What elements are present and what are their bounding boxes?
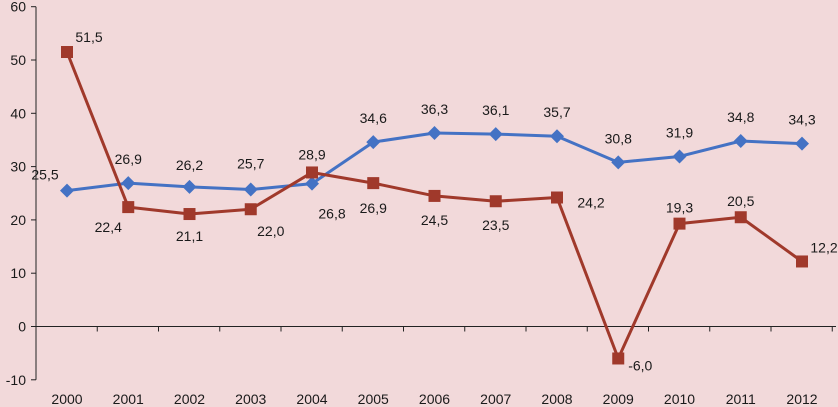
series-1-data-label: 31,9	[666, 124, 693, 140]
x-tick-label: 2010	[664, 391, 695, 407]
x-tick-label: 2007	[480, 391, 511, 407]
series-1-point	[121, 176, 136, 191]
series-2-point	[489, 195, 502, 208]
y-tick-label: 40	[10, 105, 26, 121]
series-1-point	[60, 183, 74, 198]
x-tick-label: 2005	[358, 391, 389, 407]
series-2-data-label: 20,5	[727, 193, 754, 209]
series-2-data-label: 22,4	[95, 219, 122, 235]
series-2-data-label: -6,0	[628, 357, 652, 373]
series-1-data-label: 35,7	[543, 104, 570, 120]
series-2-point	[244, 203, 257, 216]
series-1-data-label: 25,5	[31, 167, 58, 183]
series-1-data-label: 26,2	[176, 157, 203, 173]
series-2-point	[306, 166, 318, 179]
y-tick-label: 60	[10, 0, 26, 15]
series-2-point	[367, 177, 380, 190]
y-tick-label: 20	[10, 212, 26, 228]
series-2-data-label: 24,2	[577, 195, 604, 211]
x-tick-label: 2000	[51, 391, 82, 407]
series-1-data-label: 34,8	[727, 109, 754, 125]
y-tick-label: -10	[6, 372, 26, 388]
x-tick-label: 2006	[419, 391, 450, 407]
x-tick-label: 2003	[235, 391, 266, 407]
series-1-data-label: 36,1	[482, 102, 509, 118]
series-2-point	[183, 208, 196, 221]
series-2-data-label: 12,2	[810, 239, 837, 255]
x-tick-label: 2008	[541, 391, 572, 407]
series-1-data-label: 36,3	[421, 101, 448, 117]
series-2-point	[61, 46, 73, 59]
series-2-data-label: 26,9	[360, 200, 387, 216]
series-1-point	[182, 179, 197, 194]
series-1-point	[672, 149, 687, 164]
y-tick-label: 10	[10, 265, 26, 281]
series-1-point	[366, 135, 381, 150]
x-tick-label: 2012	[786, 391, 817, 407]
series-1-point	[733, 134, 748, 149]
x-tick-label: 2004	[296, 391, 327, 407]
x-tick-label: 2001	[113, 391, 144, 407]
series-2-data-label: 22,0	[257, 223, 284, 239]
series-2-point	[428, 189, 441, 202]
x-tick-label: 2002	[174, 391, 205, 407]
series-1-data-label: 30,8	[605, 130, 632, 146]
series-2-point	[796, 255, 808, 268]
series-1-point	[550, 129, 564, 144]
series-1-data-label: 25,7	[237, 156, 264, 172]
series-1-data-label: 34,3	[788, 112, 815, 128]
series-2-point	[612, 352, 625, 365]
series-2-data-label: 19,3	[666, 200, 693, 216]
series-2-data-label: 51,5	[75, 29, 102, 45]
x-tick-label: 2009	[603, 391, 634, 407]
series-1-data-label: 34,6	[360, 110, 387, 126]
y-tick-label: 50	[10, 52, 26, 68]
series-2-data-label: 28,9	[298, 146, 325, 162]
series-1-point	[243, 182, 258, 197]
x-tick-label: 2011	[726, 391, 756, 407]
series-1-point	[795, 136, 809, 151]
y-tick-label: 0	[18, 319, 26, 335]
series-1-data-label: 26,8	[318, 206, 345, 222]
series-2-point	[551, 191, 563, 204]
y-tick-label: 30	[10, 159, 26, 175]
series-1-point	[427, 126, 442, 141]
series-1-point	[611, 155, 626, 170]
series-1-data-label: 26,9	[115, 151, 142, 167]
series-2-point	[673, 217, 686, 230]
series-2-data-label: 24,5	[421, 212, 448, 228]
series-1-point	[488, 127, 503, 142]
series-2-point	[734, 211, 747, 224]
series-2-data-label: 21,1	[176, 228, 203, 244]
series-2-point	[122, 201, 135, 214]
series-1-point	[305, 176, 319, 191]
series-2-data-label: 23,5	[482, 217, 509, 233]
